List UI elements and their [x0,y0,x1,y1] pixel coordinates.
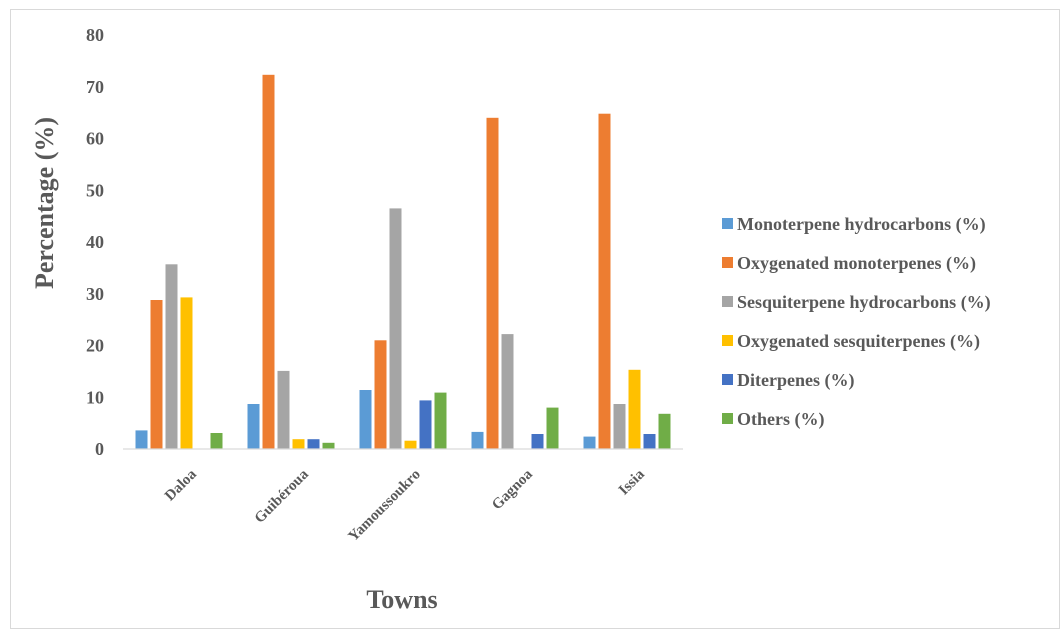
bar-yamoussoukro-series-1 [374,340,387,449]
bar-yamoussoukro-series-0 [359,390,372,449]
legend-swatch-2 [722,296,733,307]
legend-label-5: Others (%) [737,409,824,430]
legend-swatch-1 [722,257,733,268]
x-tick-label-1: Guibéroua [252,466,312,526]
x-tick-label-3: Gagnoa [489,466,536,513]
y-tick-label-2: 20 [86,336,104,356]
legend-label-0: Monoterpene hydrocarbons (%) [737,214,986,235]
y-tick-label-4: 40 [86,232,104,252]
bar-yamoussoukro-series-2 [389,208,402,449]
y-tick-label-3: 30 [86,284,104,304]
bar-issia-series-4 [643,434,656,449]
legend-swatch-3 [722,335,733,346]
bar-gagnoa-series-5 [546,407,559,449]
bar-daloa-series-1 [150,300,163,449]
y-tick-label-1: 10 [86,387,104,407]
bar-issia-series-3 [628,369,641,449]
bar-guib-roua-series-4 [307,439,320,449]
y-axis-ticks: 0 10 20 30 40 50 60 70 80 [86,25,104,459]
bar-gagnoa-series-1 [486,117,499,450]
bars [135,74,671,450]
x-axis-title: Towns [366,585,437,614]
bar-guib-roua-series-3 [292,439,305,449]
bar-gagnoa-series-4 [531,434,544,449]
legend-swatch-0 [722,218,733,229]
bar-yamoussoukro-series-4 [419,400,432,449]
y-tick-label-6: 60 [86,129,104,149]
bar-guib-roua-series-0 [247,404,260,449]
legend-swatch-4 [722,374,733,385]
bar-issia-series-5 [658,413,671,449]
bar-yamoussoukro-series-5 [434,392,447,449]
x-tick-label-2: Yamoussoukro [346,467,424,545]
bar-daloa-series-0 [135,430,148,449]
bar-yamoussoukro-series-3 [404,440,417,449]
bar-guib-roua-series-2 [277,370,290,449]
y-tick-label-5: 50 [86,180,104,200]
y-tick-label-7: 70 [86,77,104,97]
y-axis-title: Percentage (%) [30,117,59,289]
bar-guib-roua-series-1 [262,74,275,450]
bar-issia-series-2 [613,404,626,449]
legend-swatch-5 [722,413,733,424]
bar-gagnoa-series-0 [471,431,484,449]
bar-daloa-series-2 [165,264,178,449]
bar-daloa-series-5 [210,433,223,449]
legend: Monoterpene hydrocarbons (%) Oxygenated m… [722,214,991,430]
legend-label-3: Oxygenated sesquiterpenes (%) [737,331,980,352]
x-tick-label-4: Issia [616,466,648,498]
legend-label-4: Diterpenes (%) [737,370,854,391]
bar-guib-roua-series-5 [322,442,335,449]
bar-issia-series-1 [598,113,611,449]
legend-label-1: Oxygenated monoterpenes (%) [737,253,976,274]
x-axis-ticks: Daloa Guibéroua Yamoussoukro Gagnoa Issia [162,466,648,545]
legend-label-2: Sesquiterpene hydrocarbons (%) [737,292,991,313]
bar-daloa-series-3 [180,297,193,449]
y-tick-label-0: 0 [95,439,104,459]
bar-gagnoa-series-2 [501,334,514,449]
x-tick-label-0: Daloa [162,466,200,504]
y-tick-label-8: 80 [86,25,104,45]
bar-issia-series-0 [583,436,596,449]
